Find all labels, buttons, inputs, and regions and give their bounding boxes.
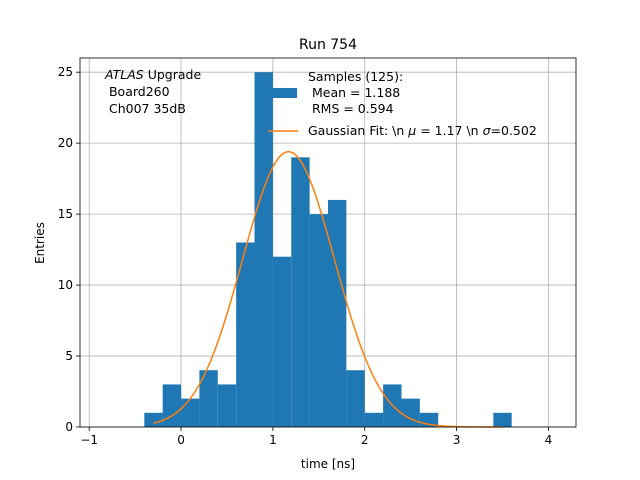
x-tick-label: 1 bbox=[269, 433, 277, 447]
histogram-bar bbox=[254, 72, 273, 427]
y-tick-label: 0 bbox=[65, 420, 73, 434]
y-tick-label: 25 bbox=[58, 65, 73, 79]
histogram-bars bbox=[144, 72, 512, 427]
y-axis-ticks: 0 5 10 15 20 25 bbox=[58, 65, 80, 434]
y-tick-label: 10 bbox=[58, 278, 73, 292]
histogram-bar bbox=[493, 412, 512, 427]
x-tick-label: 2 bbox=[361, 433, 369, 447]
y-tick-label: 5 bbox=[65, 349, 73, 363]
x-axis-ticks: −1 0 1 2 3 4 bbox=[80, 427, 552, 447]
histogram-bar bbox=[162, 384, 182, 427]
legend-samples-rms: RMS = 0.594 bbox=[308, 101, 394, 116]
gaussian-fit-curve bbox=[153, 150, 503, 428]
x-axis-label: time [ns] bbox=[301, 457, 355, 471]
plot-frame bbox=[79, 57, 577, 428]
legend-samples-mean: Mean = 1.188 bbox=[308, 85, 400, 100]
legend-samples-swatch bbox=[268, 88, 297, 98]
histogram-bar bbox=[181, 398, 200, 427]
annotation-atlas: ATLAS bbox=[104, 67, 144, 82]
histogram-bar bbox=[144, 412, 163, 427]
histogram-bar bbox=[291, 157, 310, 427]
histogram-bar bbox=[309, 214, 328, 427]
legend: Samples (125): Mean = 1.188 RMS = 0.594 … bbox=[268, 69, 537, 138]
legend-fit-label: Gaussian Fit: \n μ = 1.17 \n σ=0.502 bbox=[308, 123, 537, 138]
histogram-bar bbox=[401, 398, 420, 427]
histogram-bar bbox=[217, 384, 237, 427]
legend-samples-title: Samples (125): bbox=[308, 69, 403, 84]
histogram-bar bbox=[236, 242, 255, 427]
histogram-bar bbox=[199, 370, 218, 427]
x-tick-label: 0 bbox=[177, 433, 185, 447]
histogram-bar bbox=[272, 256, 292, 427]
annotation-board: Board260 bbox=[105, 84, 170, 99]
svg-text:ATLAS Upgrade: ATLAS Upgrade bbox=[104, 67, 201, 82]
histogram-bar bbox=[364, 412, 384, 427]
chart-title: Run 754 bbox=[299, 37, 357, 53]
x-tick-label: −1 bbox=[80, 433, 98, 447]
annotation-channel: Ch007 35dB bbox=[105, 101, 186, 116]
histogram-bar bbox=[328, 199, 347, 427]
x-tick-label: 4 bbox=[545, 433, 553, 447]
y-tick-label: 20 bbox=[58, 136, 73, 150]
x-tick-label: 3 bbox=[453, 433, 461, 447]
y-axis-label: Entries bbox=[33, 222, 47, 264]
annotation-upgrade: Upgrade bbox=[144, 67, 202, 82]
histogram-bar bbox=[346, 370, 365, 427]
y-tick-label: 15 bbox=[58, 207, 73, 221]
atlas-annotation: ATLAS Upgrade Board260 Ch007 35dB bbox=[104, 67, 201, 116]
